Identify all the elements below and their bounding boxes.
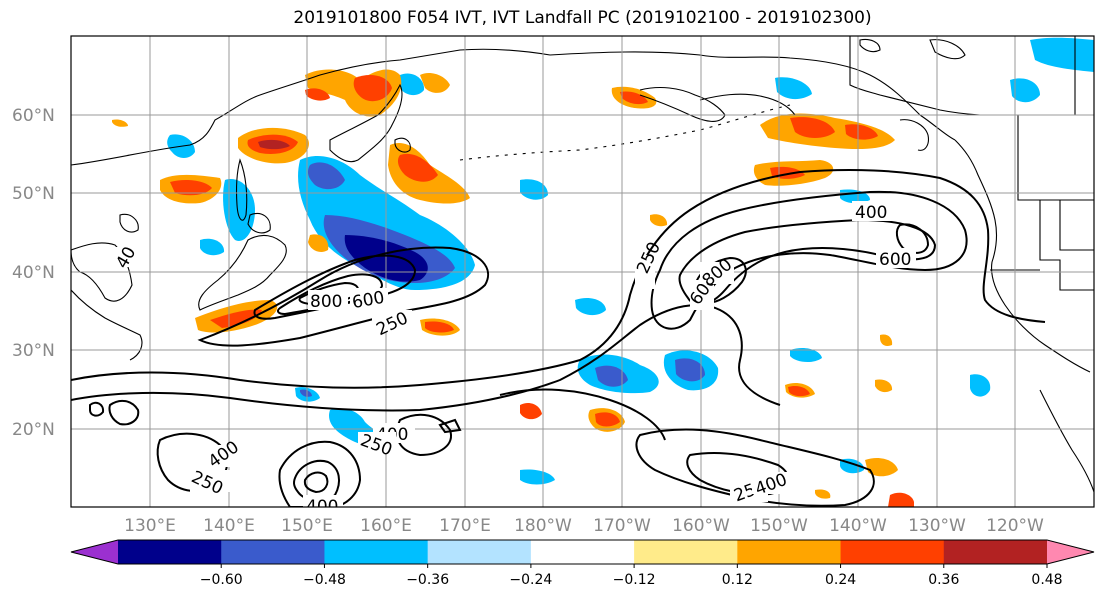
lon-label-130w: 130°W bbox=[908, 516, 966, 536]
colorbar-tick-label: −0.36 bbox=[406, 572, 449, 588]
colorbar-segment bbox=[737, 540, 842, 564]
label-600-north: 600 bbox=[879, 250, 911, 270]
colorbar-tick-label: 0.36 bbox=[928, 572, 959, 588]
colorbar-segment bbox=[840, 540, 945, 564]
colorbar-extend-low bbox=[71, 540, 118, 564]
longitude-labels: 130°E 140°E 150°E 160°E 170°E 180°W 170°… bbox=[124, 516, 1044, 536]
colorbar-tick-label: −0.12 bbox=[613, 572, 656, 588]
map-frame bbox=[70, 35, 1095, 508]
latitude-labels: 60°N 50°N 40°N 30°N 20°N bbox=[12, 106, 55, 440]
map-title: 2019101800 F054 IVT, IVT Landfall PC (20… bbox=[293, 8, 872, 28]
lat-label-60: 60°N bbox=[12, 106, 55, 126]
colorbar-tick-label: −0.48 bbox=[303, 572, 346, 588]
lon-label-160w: 160°W bbox=[672, 516, 730, 536]
lon-label-120w: 120°W bbox=[986, 516, 1044, 536]
lon-label-140e: 140°E bbox=[203, 516, 255, 536]
graticule bbox=[71, 36, 1094, 507]
colorbar-segment bbox=[530, 540, 635, 564]
lon-label-170e: 170°E bbox=[439, 516, 491, 536]
contour-labels: 400 600 250 600 800 800 600 250 400 250 … bbox=[112, 201, 916, 517]
label-800-west: 800 bbox=[310, 292, 342, 312]
colorbar-segment bbox=[427, 540, 532, 564]
lon-label-150w: 150°W bbox=[750, 516, 808, 536]
colorbar-segment bbox=[634, 540, 738, 564]
lat-label-30: 30°N bbox=[12, 341, 55, 361]
colorbar-segment bbox=[324, 540, 429, 564]
lon-label-140w: 140°W bbox=[829, 516, 887, 536]
colorbar-tick-label: −0.60 bbox=[200, 572, 243, 588]
positive-anomaly-fills bbox=[112, 69, 914, 507]
colorbar-tick-label: −0.24 bbox=[509, 572, 552, 588]
colorbar-segment bbox=[118, 540, 222, 564]
colorbar-tick-label: 0.24 bbox=[825, 572, 856, 588]
label-400-south: 400 bbox=[306, 497, 338, 517]
colorbar-segment bbox=[943, 540, 1048, 564]
map-content: 400 600 250 600 800 800 600 250 400 250 … bbox=[71, 36, 1094, 517]
lat-label-20: 20°N bbox=[12, 420, 55, 440]
lon-label-170w: 170°W bbox=[593, 516, 651, 536]
lon-label-160e: 160°E bbox=[360, 516, 412, 536]
lat-label-40: 40°N bbox=[12, 263, 55, 283]
colorbar-segment bbox=[221, 540, 325, 564]
colorbar-extend-high bbox=[1047, 540, 1094, 564]
colorbar: −0.60 −0.48 −0.36 −0.24 −0.12 0.12 0.24 0.36 0.4… bbox=[70, 539, 1095, 588]
lat-label-50: 50°N bbox=[12, 184, 55, 204]
lon-label-180w: 180°W bbox=[514, 516, 572, 536]
lon-label-150e: 150°E bbox=[281, 516, 333, 536]
coastlines bbox=[71, 36, 1094, 493]
label-400-north: 400 bbox=[855, 203, 887, 223]
colorbar-tick-label: 0.12 bbox=[722, 572, 753, 588]
lon-label-130e: 130°E bbox=[124, 516, 176, 536]
colorbar-tick-label: 0.48 bbox=[1031, 572, 1062, 588]
